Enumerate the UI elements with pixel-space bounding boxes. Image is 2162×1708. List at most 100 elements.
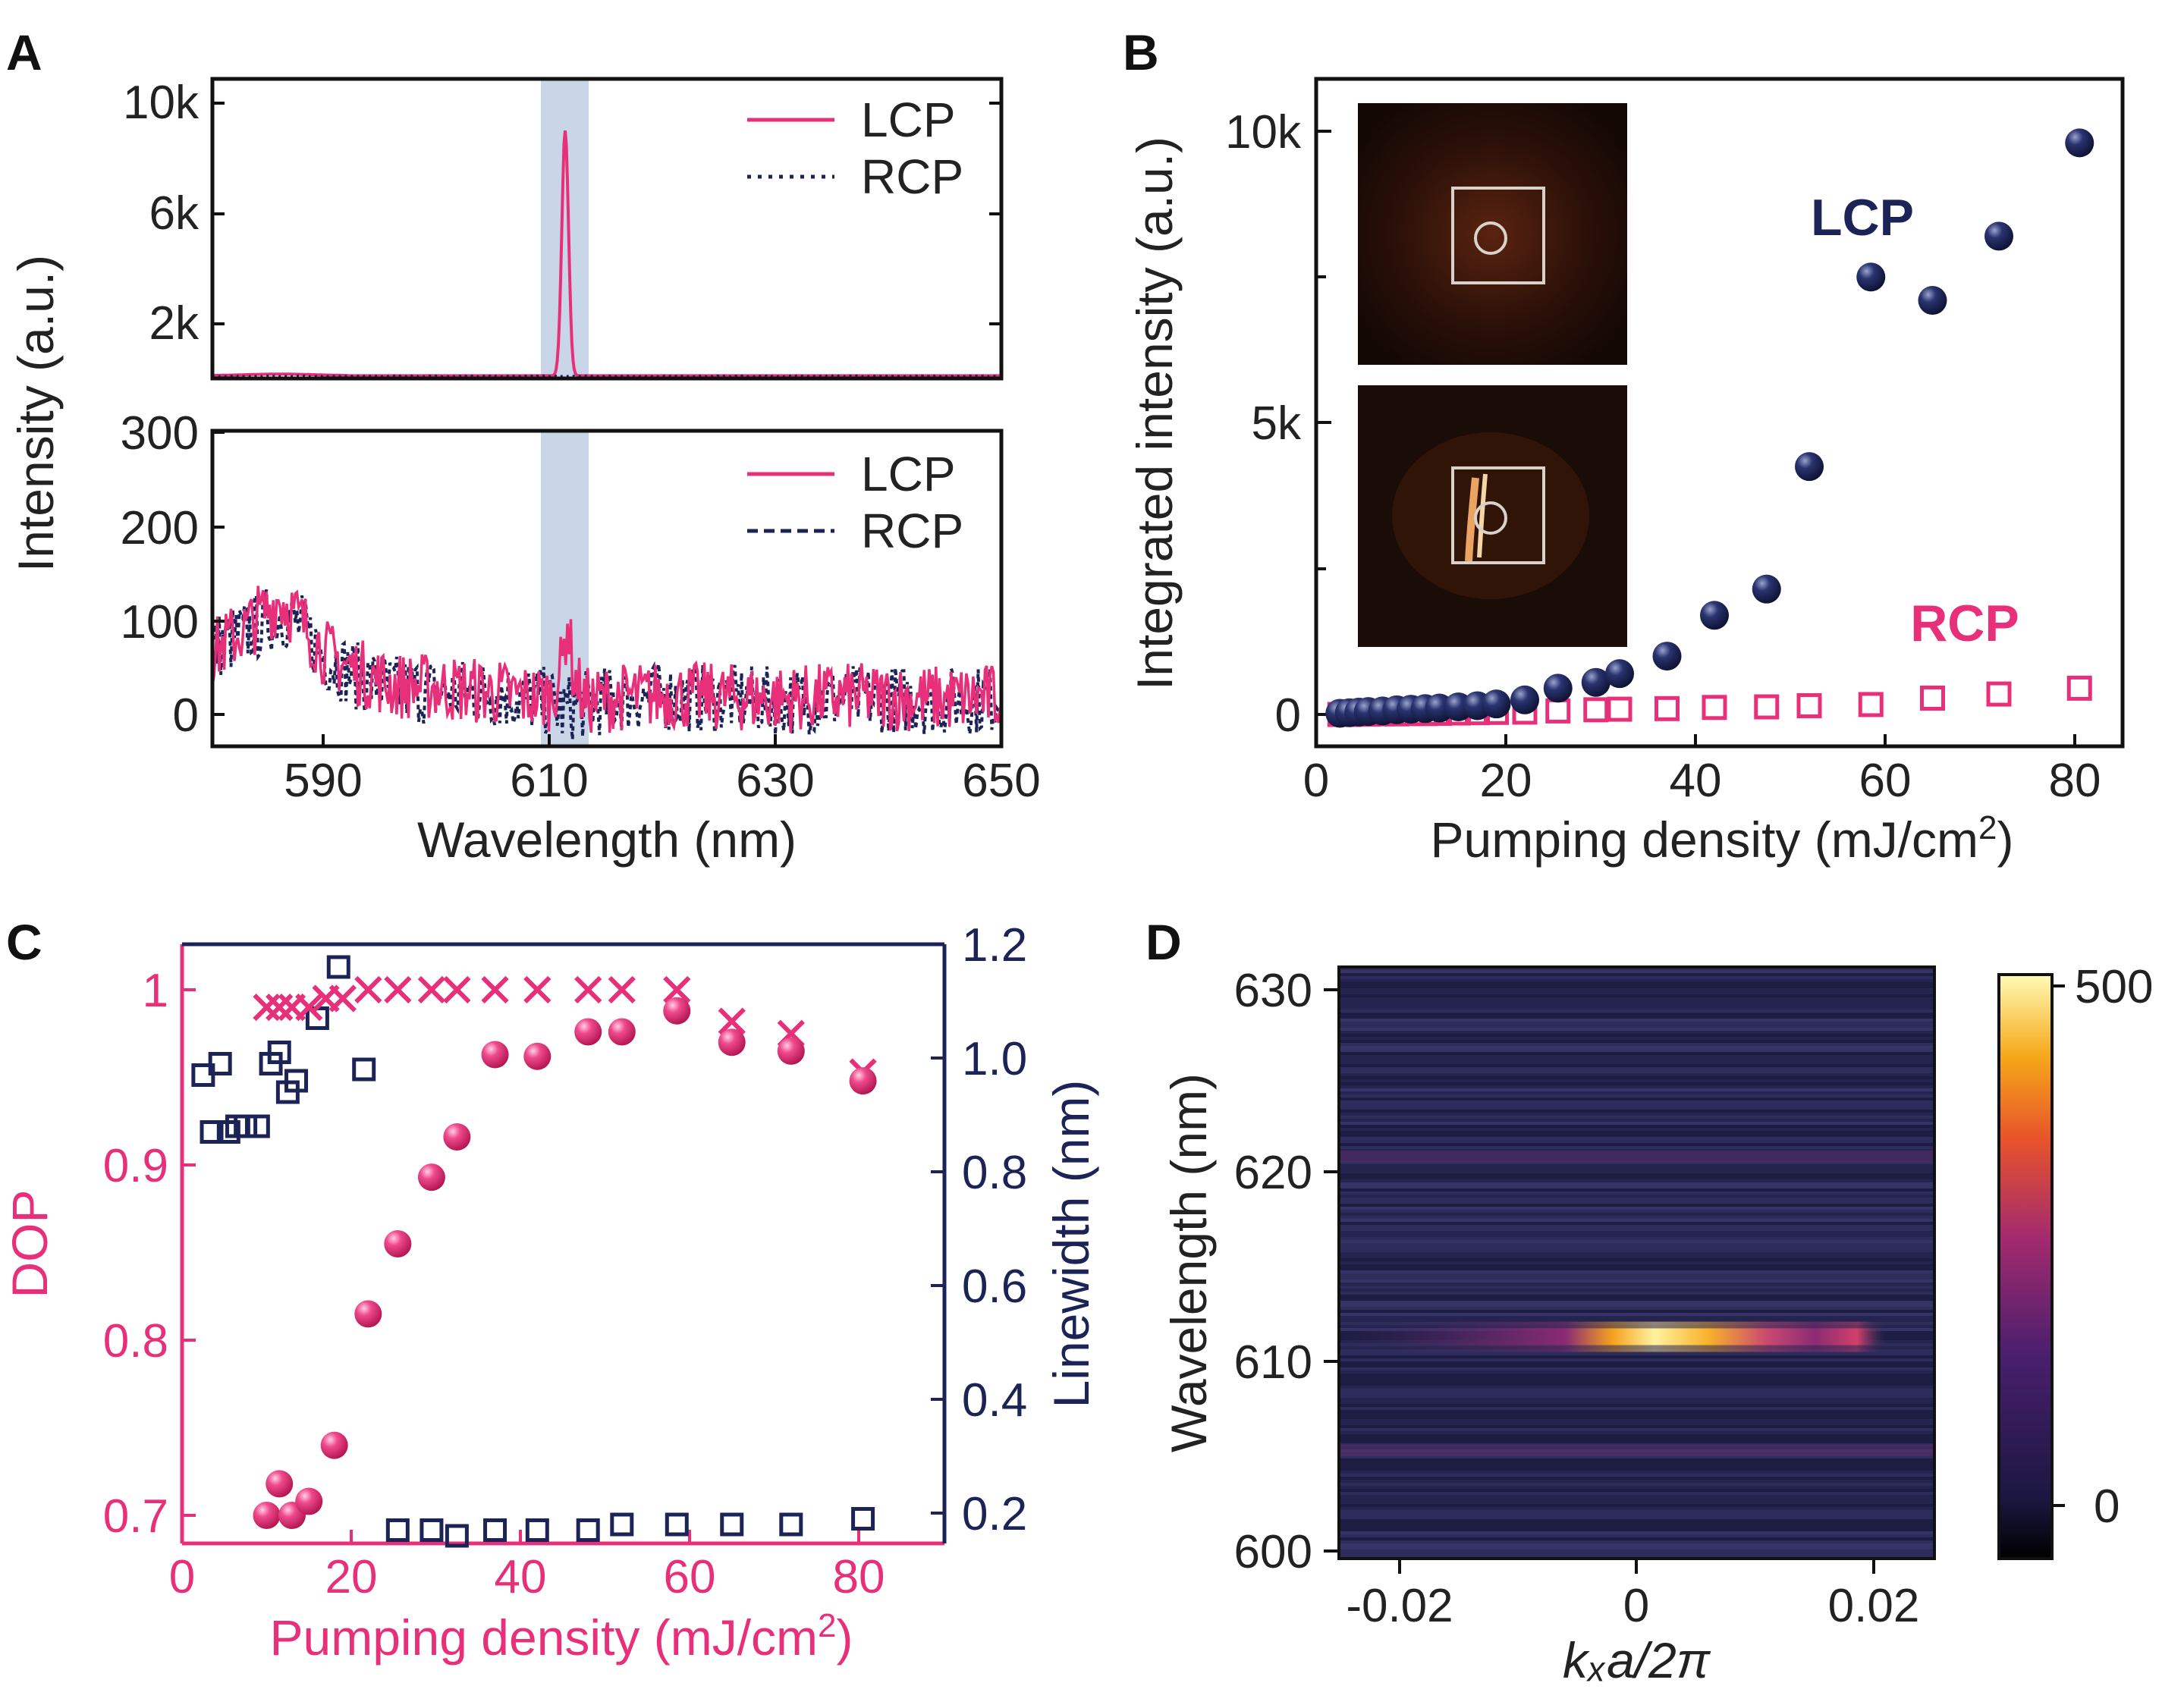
c-right-tick-label: 1.0: [962, 1033, 1027, 1085]
c-dop-cross-point: [718, 1007, 746, 1035]
b-rcp-point: [1754, 694, 1780, 720]
c-dop-cross-point: [354, 975, 382, 1004]
d-colorbar: [1997, 973, 2065, 1560]
d-heatmap-row: [1339, 1228, 1934, 1231]
d-heatmap-row: [1339, 1419, 1934, 1422]
c-linewidth-point: [576, 1518, 600, 1542]
a-bottom-series-rcp: [212, 589, 1001, 740]
d-heatmap-row: [1339, 1492, 1934, 1495]
b-lcp-point: [1482, 689, 1511, 719]
panel-b: B 10k 5k 0 0 20 40 60 80 Pumping density…: [1123, 24, 2125, 868]
c-dop-cross-point: [443, 975, 471, 1004]
b-xtick-label: 80: [2049, 755, 2101, 807]
panel-letter-d: D: [1145, 914, 1182, 970]
d-heatmap-row: [1339, 1401, 1934, 1404]
a-top-axes-frame: [210, 77, 1004, 381]
d-heatmap-row: [1339, 1377, 1934, 1380]
b-rcp-point: [2066, 675, 2092, 701]
d-heatmap-row: [1339, 1076, 1934, 1079]
d-heatmap-row: [1339, 1116, 1934, 1119]
d-heatmap-row: [1339, 1046, 1934, 1049]
b-rcp-point: [1545, 698, 1571, 724]
b-xtick-label: 20: [1480, 755, 1532, 807]
d-heatmap-row: [1339, 1413, 1934, 1416]
d-heatmap-row: [1339, 982, 1934, 985]
d-heatmap-row: [1339, 1182, 1934, 1185]
c-linewidth-point: [326, 955, 350, 979]
d-colorbar-tick-label: 500: [2075, 961, 2153, 1013]
a-bottom-ytick-label: 100: [121, 596, 199, 648]
d-x-axis-label: kₓa/2π: [1563, 1632, 1711, 1688]
d-heatmap-row: [1339, 1134, 1934, 1137]
d-heatmap-row: [1339, 1458, 1934, 1462]
c-dop-cross-point: [523, 975, 551, 1004]
b-rcp-point: [1796, 692, 1822, 718]
d-weak-mode-band: [1339, 1444, 1934, 1457]
panel-c: C 1 0.9 0.8 0.7 1.2 1.0 0.8 0.6: [2, 914, 1099, 1666]
d-heatmap-row: [1339, 1355, 1934, 1358]
d-ytick-label: 600: [1234, 1526, 1312, 1578]
b-xtick-label: 40: [1670, 755, 1722, 807]
d-heatmap-row: [1339, 1276, 1934, 1279]
d-heatmap-row: [1339, 1480, 1934, 1483]
d-heatmap-row: [1339, 1465, 1934, 1468]
d-heatmap-row: [1339, 1091, 1934, 1094]
d-heatmap-row: [1339, 1146, 1934, 1149]
d-heatmap-row: [1339, 1425, 1934, 1428]
c-left-tick-label: 0.7: [103, 1490, 168, 1543]
d-heatmap-row: [1339, 1140, 1934, 1143]
b-rcp-point: [1858, 692, 1884, 717]
c-left-tick-label: 0.9: [103, 1140, 168, 1192]
d-heatmap-row: [1339, 1352, 1934, 1355]
c-dop-sphere-point: [354, 1300, 382, 1328]
b-axes-frame: [1314, 77, 2125, 749]
d-heatmap-row: [1339, 1283, 1934, 1286]
a-bottom-ytick-label: 200: [121, 502, 199, 554]
d-heatmap-row: [1339, 1261, 1934, 1264]
d-heatmap-row: [1339, 1537, 1934, 1540]
d-heatmap-row: [1339, 1073, 1934, 1076]
c-right-tick-label: 1.2: [962, 919, 1027, 972]
c-dop-sphere-point: [849, 1067, 877, 1095]
d-heatmap-row: [1339, 1025, 1934, 1028]
d-heatmap-row: [1339, 988, 1934, 991]
d-heatmap-row: [1339, 1249, 1934, 1252]
c-linewidth-point: [483, 1518, 508, 1542]
b-lcp-point: [1581, 667, 1611, 697]
c-linewidth-point: [720, 1512, 744, 1537]
a-top-ytick-label: 10k: [123, 77, 200, 129]
d-heatmap-row: [1339, 1410, 1934, 1413]
c-dop-sphere-point: [663, 997, 691, 1025]
d-heatmap-row: [1339, 1367, 1934, 1370]
c-linewidth-point: [665, 1512, 689, 1537]
d-heatmap-row: [1339, 1513, 1934, 1516]
c-right-tick-label: 0.6: [962, 1261, 1027, 1313]
c-dop-cross-point: [253, 993, 281, 1022]
d-heatmap-row: [1339, 1289, 1934, 1292]
legend-label-lcp: LCP: [861, 93, 956, 147]
d-heatmap-row: [1339, 1549, 1934, 1553]
d-heatmap-row: [1339, 1531, 1934, 1534]
d-heatmap-row: [1339, 1013, 1934, 1016]
d-heatmap-row: [1339, 1119, 1934, 1122]
panel-a: A 10k 6k 2k LCP RCP: [6, 24, 1041, 868]
d-xtick-label: 0: [1623, 1580, 1649, 1632]
c-linewidth-point: [420, 1518, 444, 1542]
c-dop-cross-point: [328, 984, 357, 1013]
c-dop-cross-point: [574, 975, 602, 1004]
c-linewidth-point: [385, 1518, 410, 1542]
b-lcp-point: [1543, 673, 1573, 703]
c-left-tick-label: 0.8: [103, 1315, 168, 1367]
a-top-yticks: [212, 102, 1001, 325]
d-heatmap-row: [1339, 1082, 1934, 1085]
d-heatmap-row: [1339, 1428, 1934, 1431]
d-heatmap-row: [1339, 1395, 1934, 1398]
c-linewidth-point: [610, 1512, 634, 1537]
d-heatmap-row: [1339, 1198, 1934, 1201]
b-rcp-point: [1702, 695, 1727, 721]
b-lcp-point: [1652, 642, 1682, 671]
b-xtick-label: 60: [1859, 755, 1912, 807]
b-ytick-label: 5k: [1252, 397, 1302, 450]
d-heatmap-row: [1339, 1031, 1934, 1034]
d-heatmap: [1339, 967, 1934, 1559]
